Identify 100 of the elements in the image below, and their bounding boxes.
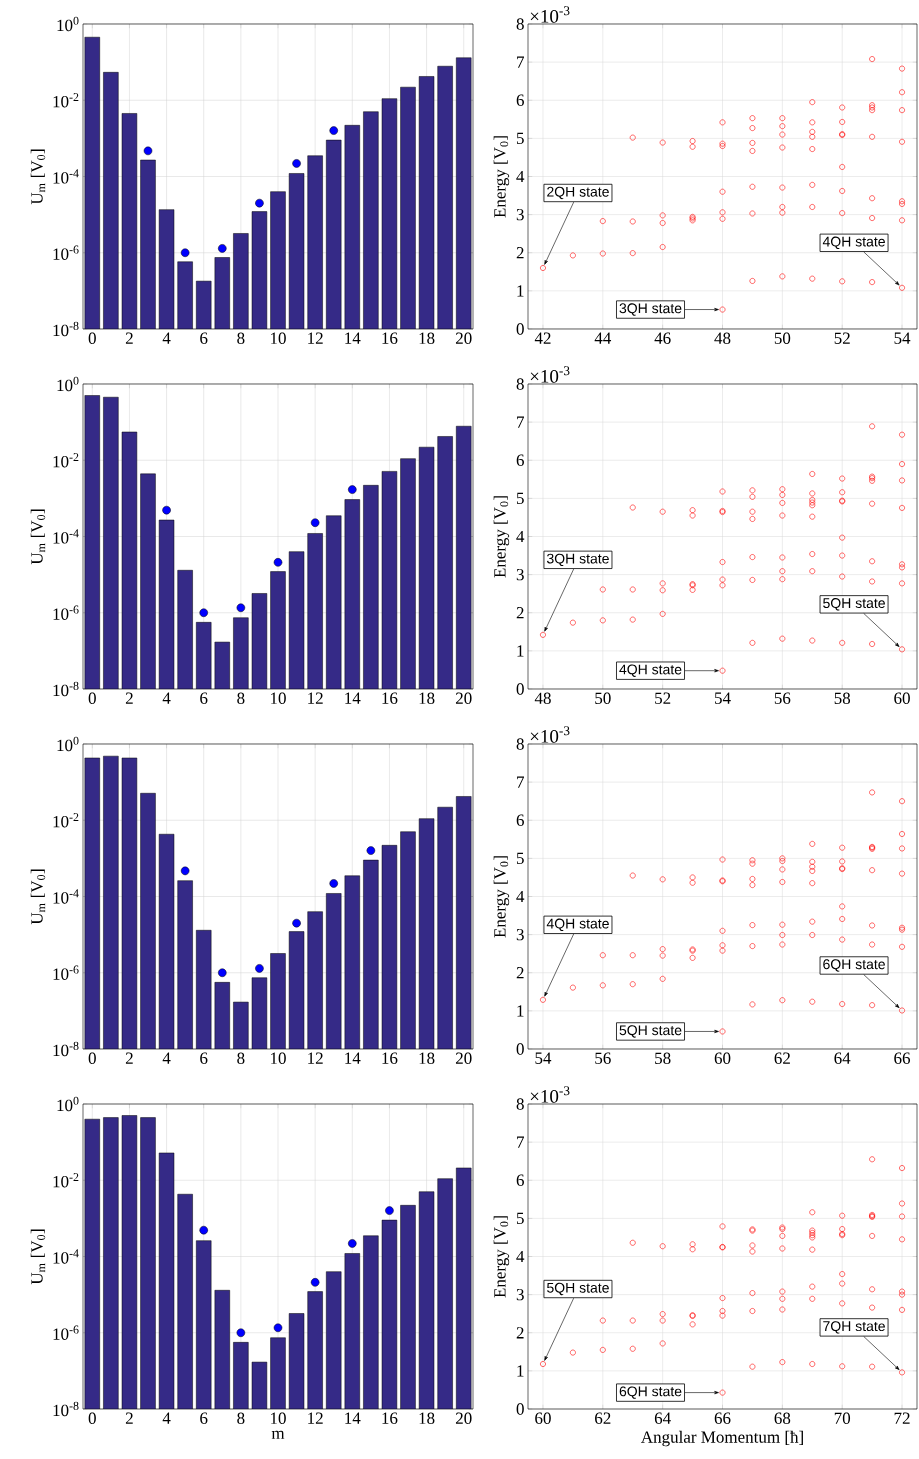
x-tick-label: 48 bbox=[534, 692, 551, 704]
x-tick-label: 16 bbox=[382, 332, 398, 344]
annotation: 3QH state bbox=[546, 553, 609, 567]
point bbox=[292, 159, 301, 168]
x-tick-label: 16 bbox=[382, 1412, 398, 1424]
y-axis-title: U$_{m}$ [V$_{0}$] bbox=[30, 1229, 46, 1285]
point bbox=[292, 918, 301, 928]
point bbox=[255, 964, 264, 973]
x-tick-label: 0 bbox=[88, 692, 96, 704]
x-tick-label: 66 bbox=[894, 1052, 911, 1064]
x-tick-label: 8 bbox=[237, 692, 245, 704]
y-tick-label: 4 bbox=[516, 170, 525, 183]
x-axis-title: Angular Momentum [ħ] bbox=[641, 1430, 803, 1447]
x-tick-label: 54 bbox=[535, 1052, 552, 1064]
point bbox=[218, 968, 227, 977]
point bbox=[329, 126, 338, 135]
x-tick-label: 2 bbox=[125, 1412, 133, 1424]
x-tick-label: 70 bbox=[834, 1412, 851, 1424]
x-tick-label: 60 bbox=[714, 1052, 731, 1064]
x-tick-label: 14 bbox=[345, 1412, 361, 1424]
y-tick-label: 6 bbox=[516, 94, 524, 106]
y-tick-label: 2 bbox=[516, 247, 524, 259]
x-tick-label: 18 bbox=[419, 692, 435, 704]
x-tick-label: 16 bbox=[382, 1052, 398, 1064]
x-tick-label: 18 bbox=[419, 1052, 435, 1064]
y-tick-label: 8 bbox=[516, 738, 524, 750]
y-tick-label: 10$^{-8}$ bbox=[53, 1401, 79, 1417]
x-tick-label: 2 bbox=[125, 332, 133, 344]
y-tick-label: 2 bbox=[516, 607, 524, 619]
x-tick-label: 62 bbox=[595, 1412, 611, 1424]
annotation: 3QH state bbox=[619, 303, 682, 316]
y-tick-label: 3 bbox=[516, 568, 524, 581]
y-tick-label: 3 bbox=[516, 208, 524, 221]
annotation: 6QH state bbox=[619, 1386, 682, 1399]
y-tick-label: 4 bbox=[516, 890, 525, 903]
y-tick-label: 8 bbox=[516, 18, 524, 30]
x-tick-label: 4 bbox=[162, 1052, 171, 1064]
x-tick-label: 16 bbox=[382, 692, 398, 704]
x-tick-label: 14 bbox=[345, 332, 361, 344]
x-tick-label: 4 bbox=[162, 1412, 171, 1424]
x-tick-label: 8 bbox=[237, 1412, 245, 1424]
x-tick-label: 6 bbox=[200, 692, 208, 704]
point bbox=[143, 146, 153, 156]
x-tick-label: 14 bbox=[345, 692, 361, 704]
x-tick-label: 72 bbox=[894, 1412, 910, 1424]
y-tick-label: 7 bbox=[517, 56, 524, 68]
y-tick-label: 10$^{-6}$ bbox=[53, 1325, 79, 1340]
y-tick-label: 10$^{-2}$ bbox=[53, 453, 79, 468]
point bbox=[329, 879, 338, 888]
x-tick-label: 10 bbox=[271, 692, 286, 704]
y-tick-label: 10$^{-4}$ bbox=[53, 1249, 79, 1264]
x-tick-label: 2 bbox=[125, 692, 133, 704]
y-axis-title: U$_{m}$ [V$_{0}$] bbox=[30, 509, 46, 565]
x-tick-label: 4 bbox=[162, 332, 171, 344]
x-tick-label: 56 bbox=[595, 1052, 611, 1064]
text: ×10$^{-3}$ bbox=[530, 726, 570, 743]
text: ×10$^{-3}$ bbox=[530, 6, 570, 23]
x-tick-label: 18 bbox=[419, 1412, 435, 1424]
point bbox=[180, 866, 190, 876]
y-tick-label: 3 bbox=[516, 1288, 524, 1301]
x-tick-label: 0 bbox=[88, 1052, 96, 1064]
x-tick-label: 58 bbox=[655, 1052, 671, 1064]
y-tick-label: 3 bbox=[516, 928, 524, 941]
y-tick-label: 5 bbox=[516, 132, 524, 145]
y-tick-label: 10$^{-8}$ bbox=[53, 321, 79, 337]
point bbox=[348, 1239, 357, 1248]
y-tick-label: 6 bbox=[516, 1174, 524, 1186]
x-tick-label: 58 bbox=[834, 692, 851, 704]
y-tick-label: 1 bbox=[517, 1365, 524, 1377]
x-tick-label: 48 bbox=[714, 332, 731, 344]
y-tick-label: 6 bbox=[516, 814, 524, 826]
y-tick-label: 1 bbox=[517, 1005, 524, 1017]
annotation: 6QH state bbox=[823, 959, 885, 972]
x-tick-label: 62 bbox=[774, 1052, 790, 1064]
x-tick-label: 54 bbox=[714, 692, 731, 704]
y-axis-title: Energy [V$_{0}$] bbox=[493, 856, 510, 938]
x-tick-label: 4 bbox=[162, 692, 171, 704]
y-tick-label: 10$^{-4}$ bbox=[53, 169, 79, 184]
point bbox=[255, 198, 264, 208]
y-axis-title: U$_{m}$ [V$_{0}$] bbox=[30, 869, 46, 925]
x-tick-label: 6 bbox=[200, 1052, 208, 1064]
y-tick-label: 10$^{0}$ bbox=[57, 1096, 79, 1112]
point bbox=[273, 1323, 283, 1333]
y-tick-label: 8 bbox=[516, 1098, 524, 1110]
y-tick-label: 0 bbox=[516, 683, 524, 695]
annotation: 5QH state bbox=[823, 598, 885, 611]
x-tick-label: 18 bbox=[419, 332, 435, 344]
x-tick-label: 20 bbox=[455, 1052, 472, 1064]
x-axis-title: m bbox=[271, 1430, 285, 1439]
y-tick-label: 1 bbox=[517, 645, 524, 657]
x-tick-label: 68 bbox=[774, 1412, 791, 1424]
x-tick-label: 64 bbox=[654, 1412, 671, 1424]
text: ×10$^{-3}$ bbox=[530, 366, 570, 383]
x-tick-label: 56 bbox=[774, 692, 791, 704]
x-tick-label: 2 bbox=[125, 1052, 133, 1064]
point bbox=[236, 603, 246, 613]
x-tick-label: 46 bbox=[654, 332, 671, 344]
y-axis-title: Energy [V$_{0}$] bbox=[493, 496, 510, 578]
y-axis-title: Energy [V$_{0}$] bbox=[493, 1216, 510, 1298]
x-tick-label: 10 bbox=[271, 1412, 286, 1424]
